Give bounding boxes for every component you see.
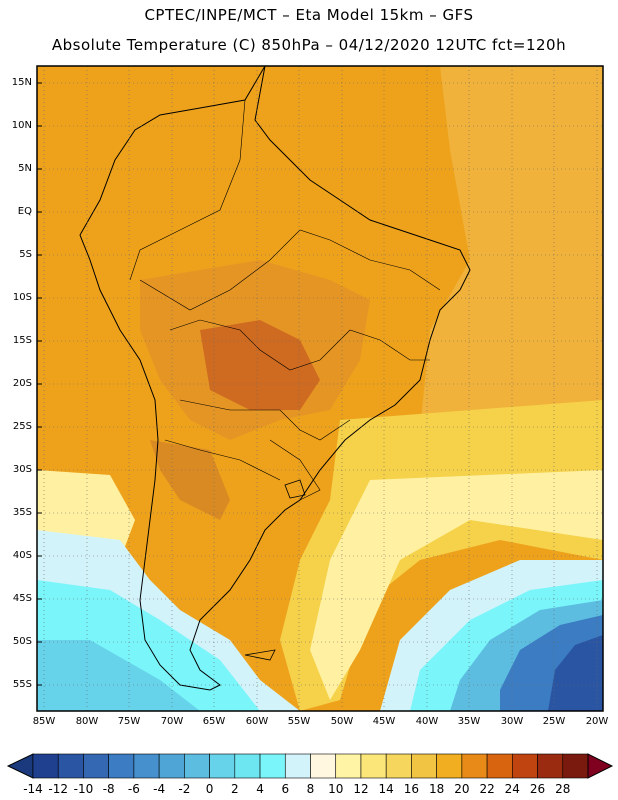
colorbar-tick-label: 0 xyxy=(205,782,214,796)
colorbar-swatch xyxy=(335,753,362,779)
colorbar-swatch xyxy=(562,753,589,779)
colorbar-swatch xyxy=(360,753,387,779)
lat-label-45s: 45S xyxy=(12,593,32,604)
colorbar-swatch xyxy=(209,753,236,779)
colorbar-tick-label: 20 xyxy=(454,782,470,796)
colorbar-tick-label: -6 xyxy=(127,782,140,796)
field-band-yellow-orange xyxy=(420,66,603,470)
lat-label-15n: 15N xyxy=(11,77,32,88)
lon-label-55w: 55W xyxy=(287,716,311,727)
field-layer xyxy=(37,66,603,711)
border-3 xyxy=(169,319,430,371)
field-hot-argentina xyxy=(150,440,230,520)
lon-label-45w: 45W xyxy=(372,716,396,727)
colorbar-over-arrow xyxy=(587,753,614,779)
colorbar-swatch xyxy=(108,753,135,779)
colorbar-swatch xyxy=(57,753,84,779)
colorbar-tick-label: 2 xyxy=(230,782,239,796)
lat-label-30s: 30S xyxy=(12,464,32,475)
lat-label-25s: 25S xyxy=(12,421,32,432)
colorbar-tick-label: 16 xyxy=(403,782,420,796)
colorbar-tick-label: 8 xyxy=(306,782,315,796)
axis-ticks xyxy=(37,82,42,686)
colorbar-tick-label: -12 xyxy=(48,782,69,796)
colorbar-swatch xyxy=(133,753,160,779)
map-title-line-1: CPTEC/INPE/MCT – Eta Model 15km – GFS xyxy=(144,6,474,24)
field-very-hot-core xyxy=(200,320,320,410)
colorbar-swatch xyxy=(436,753,463,779)
colorbar-swatch xyxy=(461,753,488,779)
lon-label-35w: 35W xyxy=(457,716,481,727)
lat-label-5s: 5S xyxy=(19,249,32,260)
colorbar-swatch xyxy=(537,753,564,779)
lon-label-85w: 85W xyxy=(32,716,56,727)
colorbar-swatch xyxy=(259,753,286,779)
lagoon xyxy=(284,479,306,499)
colorbar-tick-label: 24 xyxy=(504,782,520,796)
lat-label-10n: 10N xyxy=(11,120,32,131)
falkland-islands xyxy=(244,649,276,661)
colorbar xyxy=(6,753,614,779)
lat-label-50s: 50S xyxy=(12,636,32,647)
colorbar-tick-label: 12 xyxy=(353,782,369,796)
field-cold-teal xyxy=(37,640,200,711)
lon-label-70w: 70W xyxy=(160,716,184,727)
colorbar-tick-label: 10 xyxy=(328,782,344,796)
lon-label-80w: 80W xyxy=(75,716,99,727)
lat-label-15s: 15S xyxy=(12,335,32,346)
border-4 xyxy=(179,399,351,441)
coastline xyxy=(79,66,471,691)
colorbar-tick-label: -2 xyxy=(178,782,191,796)
colorbar-under-arrow xyxy=(6,753,34,779)
colorbar-tick-label: -8 xyxy=(102,782,115,796)
border-5 xyxy=(164,439,281,481)
lon-label-20w: 20W xyxy=(585,716,609,727)
border-1 xyxy=(129,99,246,281)
lon-label-60w: 60W xyxy=(245,716,269,727)
colorbar-tick-label: 28 xyxy=(555,782,571,796)
lat-label-10s: 10S xyxy=(12,292,32,303)
lon-label-25w: 25W xyxy=(542,716,566,727)
lon-label-75w: 75W xyxy=(117,716,141,727)
colorbar-swatch xyxy=(284,753,311,779)
colorbar-tick-label: 18 xyxy=(428,782,445,796)
lat-label-20s: 20S xyxy=(12,378,32,389)
field-se-deep-blue xyxy=(548,635,603,711)
field-band-pale xyxy=(310,470,603,700)
colorbar-swatch xyxy=(411,753,437,779)
map-frame xyxy=(36,65,604,712)
colorbar-tick-label: -10 xyxy=(73,782,94,796)
lat-label-55s: 55S xyxy=(12,679,32,690)
colorbar-swatch xyxy=(234,753,261,779)
colorbar-swatch xyxy=(486,753,513,779)
colorbar-tick-label: 14 xyxy=(378,782,394,796)
border-2 xyxy=(139,229,441,311)
lat-label-eq: EQ xyxy=(17,206,32,217)
colorbar-swatch xyxy=(385,753,412,779)
colorbar-swatch xyxy=(310,753,337,779)
coastline-layer xyxy=(79,66,471,691)
lon-label-50w: 50W xyxy=(330,716,354,727)
map-title-line-2: Absolute Temperature (C) 850hPa – 04/12/… xyxy=(51,36,567,54)
lat-label-5n: 5N xyxy=(18,163,32,174)
colorbar-swatch xyxy=(184,753,210,779)
colorbar-tick-label: 6 xyxy=(281,782,290,796)
lon-label-65w: 65W xyxy=(202,716,226,727)
lat-label-40s: 40S xyxy=(12,550,32,561)
lon-label-30w: 30W xyxy=(500,716,524,727)
colorbar-tick-label: -14 xyxy=(23,782,43,796)
colorbar-tick-label: 22 xyxy=(479,782,495,796)
colorbar-swatch xyxy=(32,753,59,779)
colorbar-tick-label: 4 xyxy=(256,782,264,796)
colorbar-swatch xyxy=(512,753,538,779)
colorbar-swatch xyxy=(83,753,109,779)
border-6 xyxy=(269,439,321,501)
lat-label-35s: 35S xyxy=(12,507,32,518)
lon-label-40w: 40W xyxy=(415,716,439,727)
colorbar-tick-label: 26 xyxy=(529,782,546,796)
colorbar-swatch xyxy=(158,753,185,779)
colorbar-tick-label: -4 xyxy=(153,782,166,796)
